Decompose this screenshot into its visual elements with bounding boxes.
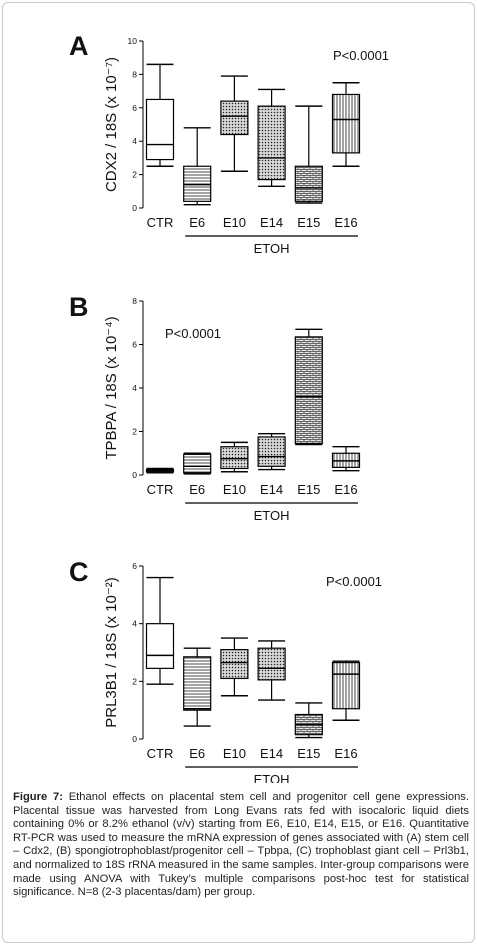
- category-label: E14: [260, 482, 283, 497]
- category-label: E14: [260, 746, 283, 761]
- box-e14: [257, 432, 286, 471]
- box-e15: [294, 328, 323, 446]
- chart-panel-b: B 0 2 4 6 8 TPBPA / 18S (x 10⁻⁴) P<0.0001 CTR E6 E…: [69, 292, 361, 523]
- box-e16: [331, 446, 361, 472]
- group-label: ETOH: [254, 241, 290, 256]
- box-e16: [331, 82, 361, 167]
- box-iqr: [257, 647, 286, 681]
- category-label: E15: [297, 215, 320, 230]
- box-e6: [183, 647, 212, 727]
- box-iqr: [294, 336, 323, 445]
- panel-label: C: [69, 557, 89, 587]
- box-iqr: [220, 100, 249, 136]
- category-label: E6: [189, 215, 205, 230]
- category-label: CTR: [147, 215, 174, 230]
- y-tick-label: 6: [132, 340, 137, 350]
- category-label: E16: [334, 482, 357, 497]
- category-label: E14: [260, 215, 283, 230]
- p-value-annotation: P<0.0001: [333, 48, 389, 63]
- box-e6: [183, 452, 212, 475]
- y-tick-label: 8: [132, 296, 137, 306]
- y-tick-label: 2: [132, 170, 137, 180]
- p-value-annotation: P<0.0001: [326, 574, 382, 589]
- box-iqr: [145, 98, 175, 161]
- panel-label: B: [69, 292, 89, 322]
- box-iqr: [145, 623, 175, 669]
- box-ctr: [145, 467, 175, 474]
- caption-label: Figure 7:: [13, 791, 63, 803]
- y-axis-label: TPBPA / 18S (x 10⁻⁴): [103, 316, 120, 459]
- y-axis-label: CDX2 / 18S (x 10⁻⁷): [103, 57, 120, 192]
- category-label: E6: [189, 482, 205, 497]
- chart-panel-a: A 0 2 4 6 8 10 CDX2 / 18S (x 10⁻⁷) P<0.0001 CTR E6…: [69, 31, 389, 256]
- box-iqr: [331, 93, 361, 154]
- y-tick-label: 10: [128, 36, 138, 46]
- figure-canvas: A 0 2 4 6 8 10 CDX2 / 18S (x 10⁻⁷) P<0.0001 CTR E6…: [69, 31, 389, 783]
- category-label: E10: [223, 746, 246, 761]
- box-e10: [220, 441, 249, 473]
- box-iqr: [331, 661, 361, 710]
- box-e16: [331, 660, 361, 721]
- p-value-annotation: P<0.0001: [165, 326, 221, 341]
- y-tick-label: 0: [132, 734, 137, 744]
- chart-panel-c: C 0 2 4 6 PRL3B1 / 18S (x 10⁻²) P<0.0001 CTR E6 E…: [69, 557, 382, 783]
- box-iqr: [220, 649, 249, 680]
- box-e10: [220, 75, 249, 172]
- category-label: E6: [189, 746, 205, 761]
- group-label: ETOH: [254, 772, 290, 783]
- box-e14: [257, 88, 286, 187]
- figure-caption: Figure 7: Ethanol effects on placental s…: [13, 791, 469, 900]
- category-label: E10: [223, 482, 246, 497]
- category-label: E15: [297, 746, 320, 761]
- category-label: E15: [297, 482, 320, 497]
- category-label: CTR: [147, 746, 174, 761]
- box-iqr: [257, 105, 286, 181]
- box-ctr: [145, 576, 175, 685]
- box-iqr: [183, 165, 212, 202]
- panel-label: A: [69, 31, 89, 61]
- y-tick-label: 4: [132, 383, 137, 393]
- box-e14: [257, 640, 286, 701]
- y-tick-label: 0: [132, 470, 137, 480]
- y-tick-label: 6: [132, 103, 137, 113]
- category-label: E16: [334, 215, 357, 230]
- y-axis-label: PRL3B1 / 18S (x 10⁻²): [103, 577, 120, 727]
- box-iqr: [183, 656, 212, 711]
- y-tick-label: 2: [132, 427, 137, 437]
- box-iqr: [294, 165, 323, 202]
- y-tick-label: 6: [132, 561, 137, 571]
- y-tick-label: 4: [132, 619, 137, 629]
- y-tick-label: 8: [132, 69, 137, 79]
- box-e15: [294, 105, 323, 204]
- box-iqr: [220, 446, 249, 470]
- caption-text: Ethanol effects on placental stem cell a…: [13, 791, 470, 899]
- box-iqr: [183, 453, 212, 474]
- y-tick-label: 4: [132, 136, 137, 146]
- category-label: E16: [334, 746, 357, 761]
- y-tick-label: 0: [132, 203, 137, 213]
- box-iqr: [257, 436, 286, 467]
- box-e6: [183, 127, 212, 206]
- category-label: CTR: [147, 482, 174, 497]
- y-tick-label: 2: [132, 676, 137, 686]
- box-e10: [220, 637, 249, 697]
- category-label: E10: [223, 215, 246, 230]
- group-label: ETOH: [254, 508, 290, 523]
- box-ctr: [145, 63, 175, 167]
- box-e15: [294, 702, 323, 739]
